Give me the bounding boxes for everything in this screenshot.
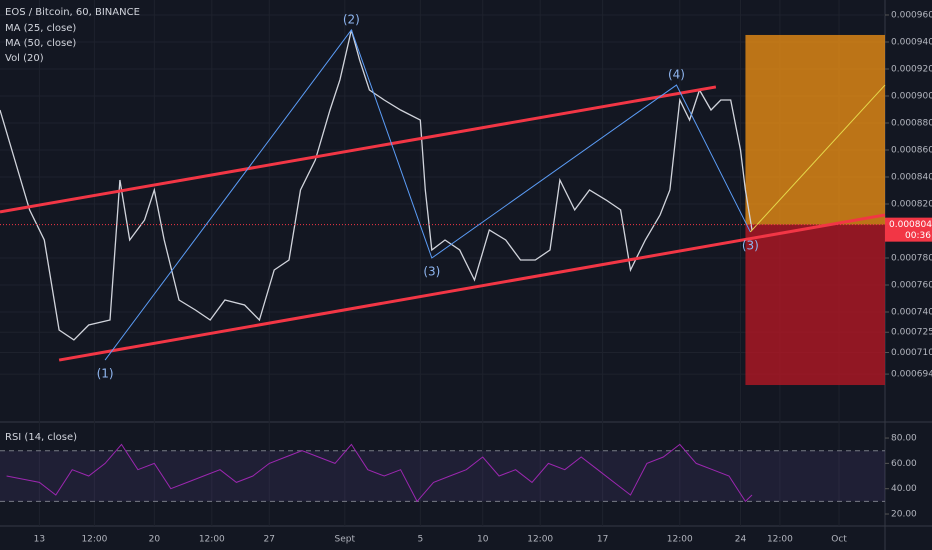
x-tick-label: 20 xyxy=(149,535,161,545)
chart-title: EOS / Bitcoin, 60, BINANCE xyxy=(5,7,140,18)
y-tick-label: 80.00 xyxy=(891,434,917,444)
wave-line xyxy=(104,28,751,361)
wave-label: (3) xyxy=(742,238,759,252)
wave-label: (4) xyxy=(668,68,685,82)
y-tick-label: 60.00 xyxy=(891,459,917,469)
x-tick-label: 12:00 xyxy=(767,535,793,545)
projection-line xyxy=(749,84,886,233)
countdown: 00:36 xyxy=(905,231,931,241)
x-tick-label: 5 xyxy=(417,535,423,545)
last-price-label: 0.0008047 xyxy=(889,220,932,230)
wave-label: (2) xyxy=(343,12,360,26)
channel-line xyxy=(0,85,717,214)
price-tag xyxy=(885,217,932,242)
x-tick-label: 10 xyxy=(477,535,489,545)
channel-line xyxy=(58,213,886,362)
x-tick-label: 17 xyxy=(597,535,608,545)
rsi-line xyxy=(6,443,753,503)
x-tick-label: 13 xyxy=(34,535,45,545)
indicator-label: Vol (20) xyxy=(5,53,44,64)
y-tick-label: 20.00 xyxy=(891,510,917,520)
stop-zone xyxy=(745,224,885,386)
rsi-band-fill xyxy=(0,450,885,502)
grid xyxy=(0,0,885,526)
x-tick-label: 12:00 xyxy=(199,535,225,545)
x-tick-label: 12:00 xyxy=(527,535,553,545)
x-tick-label: 24 xyxy=(735,535,747,545)
rsi-title: RSI (14, close) xyxy=(5,432,77,443)
wave-label: (1) xyxy=(97,367,114,381)
target-zone xyxy=(745,34,885,225)
indicator-label: MA (50, close) xyxy=(5,38,76,49)
x-tick-label: 27 xyxy=(264,535,275,545)
x-tick-label: Sept xyxy=(335,535,356,545)
y-tick-label: 0.0006940 xyxy=(891,370,932,380)
x-tick-label: Oct xyxy=(831,535,847,545)
wave-label: (3) xyxy=(423,264,440,278)
x-tick-label: 12:00 xyxy=(667,535,693,545)
indicator-label: MA (25, close) xyxy=(5,23,76,34)
x-tick-label: 12:00 xyxy=(81,535,107,545)
price-line xyxy=(0,29,753,341)
y-tick-label: 40.00 xyxy=(891,484,917,494)
